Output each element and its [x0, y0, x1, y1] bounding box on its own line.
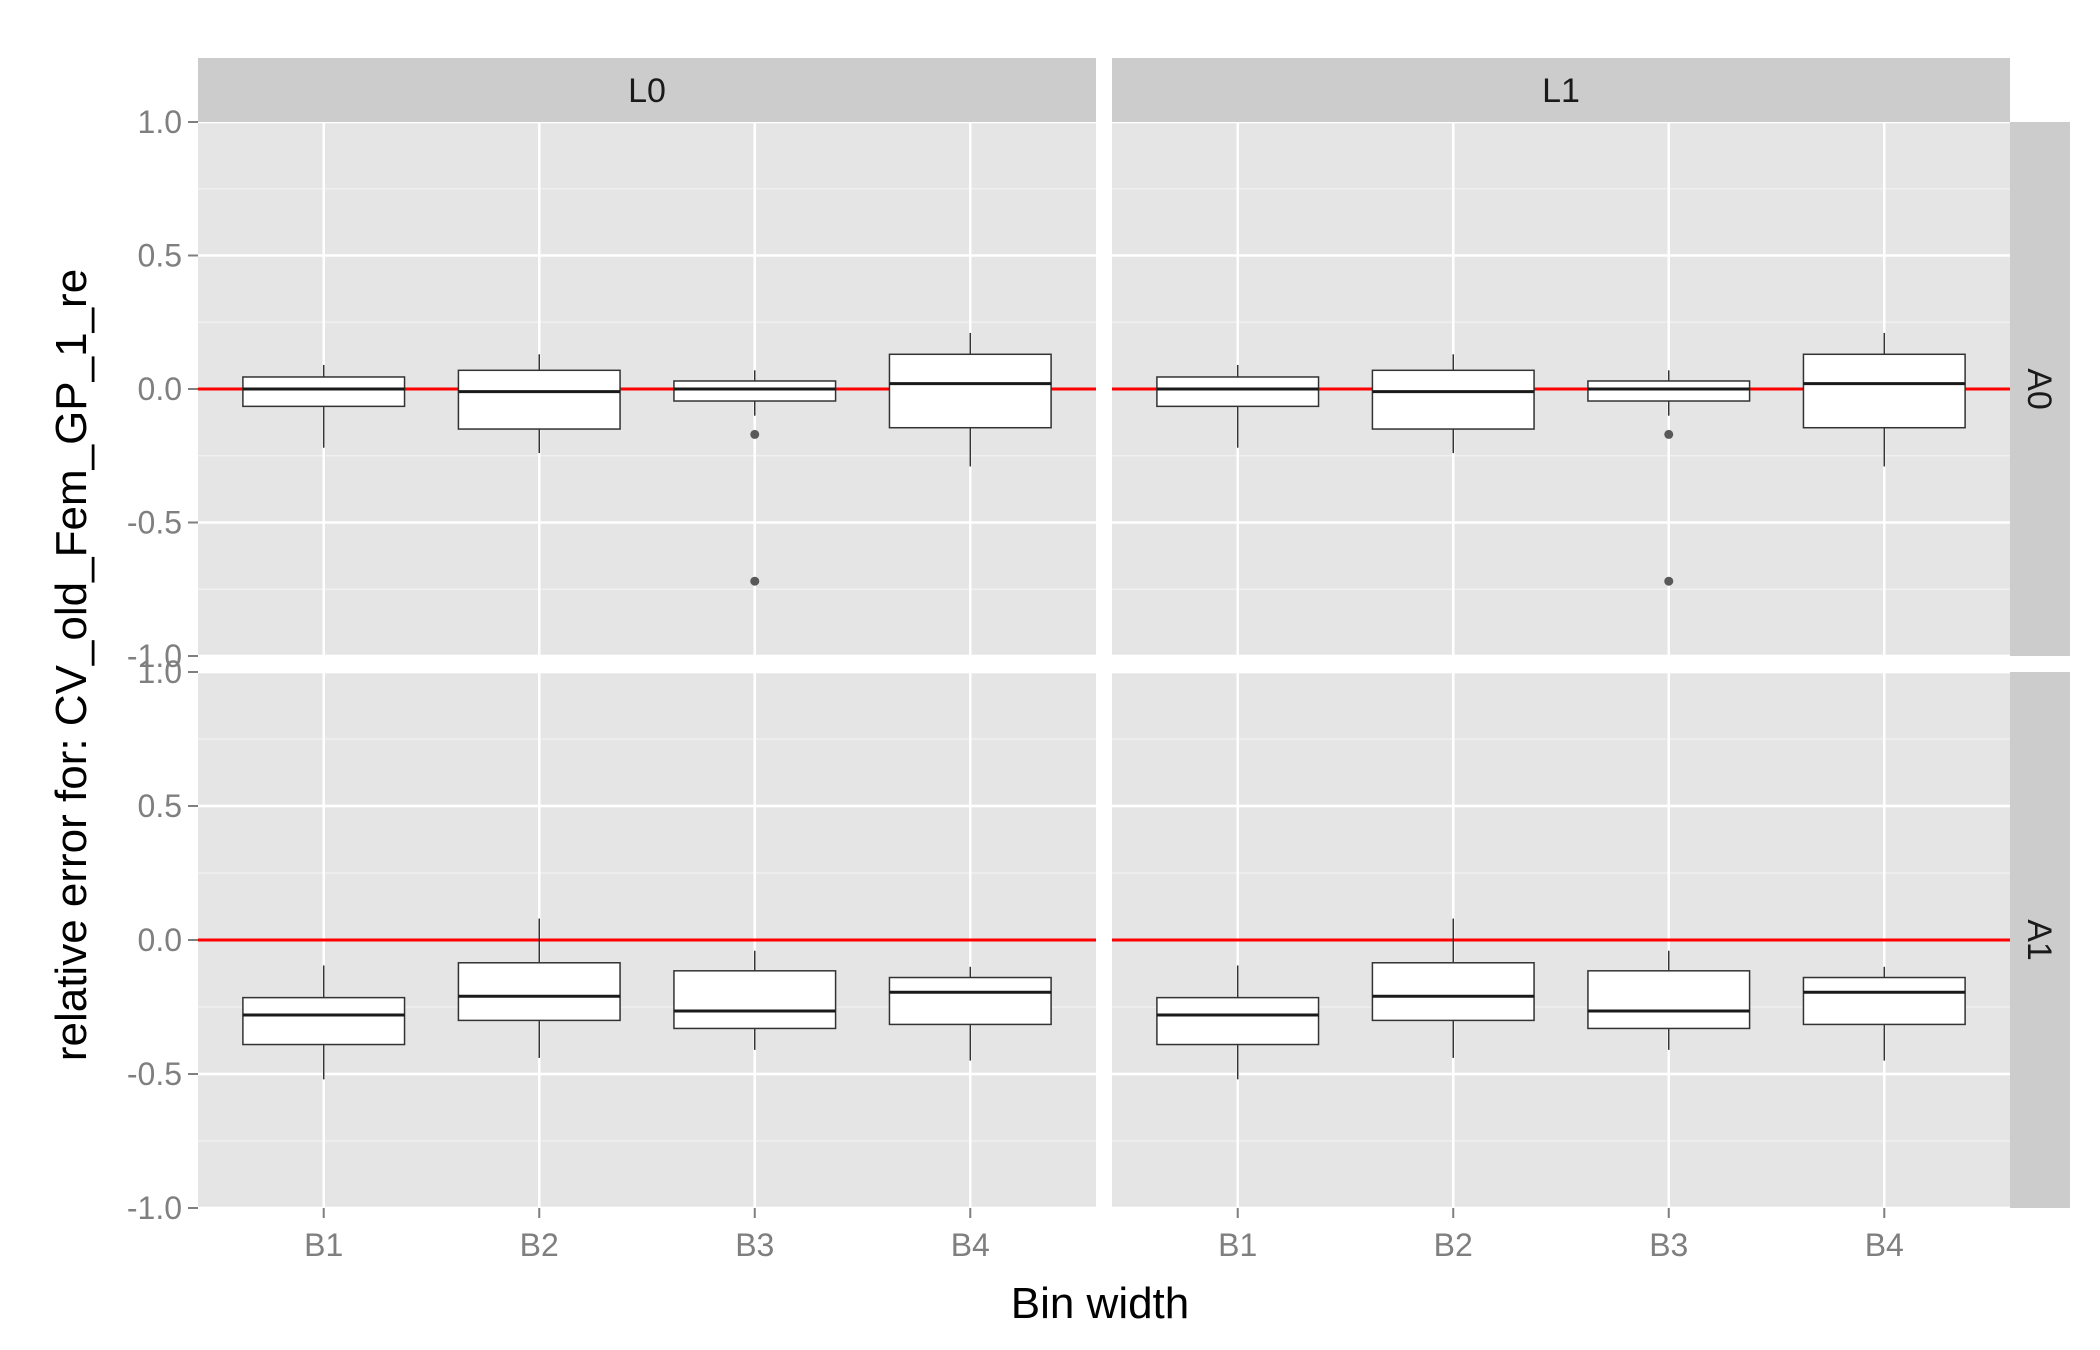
x-tick-label-B3: B3	[735, 1227, 774, 1263]
box-L0-A0-B3	[673, 370, 837, 586]
facet-strips: L0 L1 A0 A1	[198, 58, 2070, 1208]
strip-label-A1: A1	[2020, 919, 2058, 961]
strip-A0	[2010, 122, 2070, 656]
box-iqr	[673, 380, 837, 402]
box-iqr	[242, 996, 406, 1046]
y-tick-label: -0.5	[127, 1056, 182, 1092]
box-L0-A0-B2	[457, 354, 621, 454]
box-iqr	[457, 962, 621, 1022]
outlier-point	[1664, 576, 1674, 586]
outlier-point	[750, 429, 760, 439]
boxes	[242, 332, 1966, 1080]
box-iqr	[1802, 976, 1966, 1026]
x-tick-label-B2: B2	[1434, 1227, 1473, 1263]
box-iqr	[673, 970, 837, 1030]
strip-L0	[198, 58, 1096, 122]
axes: 1.00.50.0-0.5-1.01.00.50.0-0.5-1.0B1 B2 B3…	[127, 104, 1904, 1263]
box-iqr	[457, 369, 621, 430]
strip-A1	[2010, 672, 2070, 1208]
box-L1-A0-B3	[1587, 370, 1751, 586]
box-iqr	[1156, 376, 1320, 408]
x-tick-label-B4: B4	[1865, 1227, 1904, 1263]
box-L1-A0-B2	[1371, 354, 1535, 454]
x-tick-label-B2: B2	[520, 1227, 559, 1263]
x-axis-title: Bin width	[1011, 1279, 1190, 1328]
y-tick-label: 1.0	[138, 104, 182, 140]
x-tick-label-B1: B1	[1218, 1227, 1257, 1263]
y-tick-label: 0.5	[138, 788, 182, 824]
box-iqr	[242, 376, 406, 408]
box-L1-A1-B4	[1802, 966, 1966, 1061]
outlier-point	[1664, 429, 1674, 439]
box-iqr	[888, 353, 1052, 429]
box-L1-A0-B1	[1156, 364, 1320, 448]
y-tick-label: -1.0	[127, 638, 182, 674]
x-tick-label-B4: B4	[951, 1227, 990, 1263]
strip-label-L0: L0	[628, 72, 666, 110]
box-L1-A1-B1	[1156, 965, 1320, 1080]
y-tick-label: -1.0	[127, 1190, 182, 1226]
x-tick-label-B3: B3	[1649, 1227, 1688, 1263]
strip-label-L1: L1	[1542, 72, 1580, 110]
x-tick-label-B1: B1	[304, 1227, 343, 1263]
box-L0-A1-B3	[673, 950, 837, 1050]
box-L1-A1-B2	[1371, 918, 1535, 1058]
box-L1-A0-B4	[1802, 332, 1966, 467]
box-L0-A1-B2	[457, 918, 621, 1058]
panel-backgrounds	[198, 122, 2010, 1208]
box-L0-A1-B4	[888, 966, 1052, 1061]
y-tick-label: -0.5	[127, 505, 182, 541]
box-iqr	[1371, 369, 1535, 430]
y-tick-label: 0.5	[138, 238, 182, 274]
box-iqr	[1371, 962, 1535, 1022]
box-L0-A0-B4	[888, 332, 1052, 467]
box-L0-A0-B1	[242, 364, 406, 448]
box-iqr	[1587, 380, 1751, 402]
box-iqr	[1156, 996, 1320, 1046]
y-tick-label: 1.0	[138, 654, 182, 690]
box-L1-A1-B3	[1587, 950, 1751, 1050]
y-tick-label: 0.0	[138, 922, 182, 958]
outlier-point	[750, 576, 760, 586]
y-axis-title: relative error for: CV_old_Fem_GP_1_re	[47, 269, 96, 1061]
box-iqr	[888, 976, 1052, 1026]
box-L0-A1-B1	[242, 965, 406, 1080]
strip-label-A0: A0	[2020, 368, 2058, 410]
y-tick-label: 0.0	[138, 371, 182, 407]
box-iqr	[1587, 970, 1751, 1030]
strip-L1	[1112, 58, 2010, 122]
box-iqr	[1802, 353, 1966, 429]
